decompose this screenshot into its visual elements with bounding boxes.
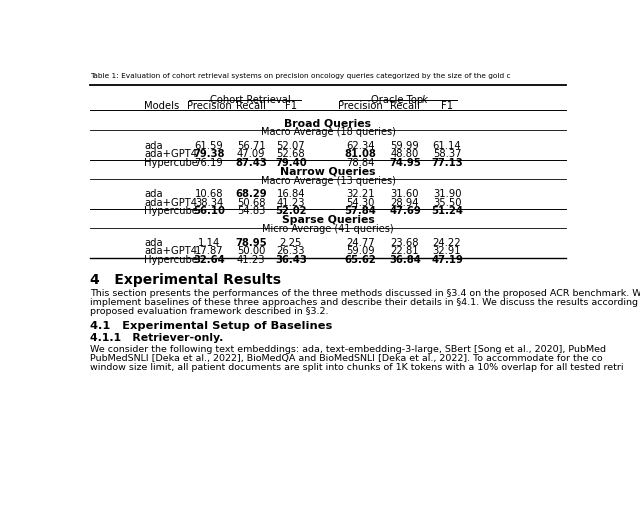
Text: Hypercube: Hypercube xyxy=(145,158,198,168)
Text: k: k xyxy=(422,95,428,105)
Text: ada: ada xyxy=(145,238,163,248)
Text: 24.22: 24.22 xyxy=(433,238,461,248)
Text: This section presents the performances of the three methods discussed in §3.4 on: This section presents the performances o… xyxy=(90,289,640,297)
Text: ada: ada xyxy=(145,189,163,199)
Text: 23.68: 23.68 xyxy=(390,238,419,248)
Text: 56.71: 56.71 xyxy=(237,141,266,151)
Text: 26.33: 26.33 xyxy=(276,246,305,256)
Text: ada: ada xyxy=(145,141,163,151)
Text: 48.80: 48.80 xyxy=(391,149,419,159)
Text: 2.25: 2.25 xyxy=(280,238,302,248)
Text: 59.99: 59.99 xyxy=(390,141,419,151)
Text: 41.23: 41.23 xyxy=(237,255,266,265)
Text: Models: Models xyxy=(145,101,180,112)
Text: 52.02: 52.02 xyxy=(275,207,307,217)
Text: Table 1: Evaluation of cohort retrieval systems on precision oncology queries ca: Table 1: Evaluation of cohort retrieval … xyxy=(90,73,511,79)
Text: Macro Average (13 queries): Macro Average (13 queries) xyxy=(260,176,396,186)
Text: 56.10: 56.10 xyxy=(193,207,225,217)
Text: Hypercube: Hypercube xyxy=(145,207,198,217)
Text: 54.30: 54.30 xyxy=(346,198,374,208)
Text: Oracle Top-: Oracle Top- xyxy=(371,95,426,105)
Text: 52.68: 52.68 xyxy=(276,149,305,159)
Text: ada+GPT4: ada+GPT4 xyxy=(145,198,198,208)
Text: 32.91: 32.91 xyxy=(433,246,461,256)
Text: 59.09: 59.09 xyxy=(346,246,374,256)
Text: 32.64: 32.64 xyxy=(193,255,225,265)
Text: 77.13: 77.13 xyxy=(431,158,463,168)
Text: 17.87: 17.87 xyxy=(195,246,223,256)
Text: 47.09: 47.09 xyxy=(237,149,266,159)
Text: 4.1.1   Retriever-only.: 4.1.1 Retriever-only. xyxy=(90,333,223,343)
Text: proposed evaluation framework described in §3.2.: proposed evaluation framework described … xyxy=(90,307,328,316)
Text: Hypercube: Hypercube xyxy=(145,255,198,265)
Text: 38.34: 38.34 xyxy=(195,198,223,208)
Text: 81.08: 81.08 xyxy=(344,149,376,159)
Text: 47.69: 47.69 xyxy=(389,207,420,217)
Text: 87.43: 87.43 xyxy=(236,158,267,168)
Text: 41.23: 41.23 xyxy=(276,198,305,208)
Text: 4   Experimental Results: 4 Experimental Results xyxy=(90,273,281,287)
Text: 78.84: 78.84 xyxy=(346,158,374,168)
Text: 78.95: 78.95 xyxy=(236,238,267,248)
Text: 74.95: 74.95 xyxy=(389,158,420,168)
Text: 50.68: 50.68 xyxy=(237,198,266,208)
Text: 50.00: 50.00 xyxy=(237,246,266,256)
Text: 35.50: 35.50 xyxy=(433,198,461,208)
Text: implement baselines of these three approaches and describe their details in §4.1: implement baselines of these three appro… xyxy=(90,298,640,307)
Text: 79.40: 79.40 xyxy=(275,158,307,168)
Text: 10.68: 10.68 xyxy=(195,189,223,199)
Text: 62.34: 62.34 xyxy=(346,141,374,151)
Text: 54.83: 54.83 xyxy=(237,207,266,217)
Text: 24.77: 24.77 xyxy=(346,238,374,248)
Text: 36.43: 36.43 xyxy=(275,255,307,265)
Text: 61.14: 61.14 xyxy=(433,141,461,151)
Text: 28.94: 28.94 xyxy=(390,198,419,208)
Text: Precision: Precision xyxy=(187,101,231,112)
Text: 31.60: 31.60 xyxy=(390,189,419,199)
Text: Cohort Retrieval: Cohort Retrieval xyxy=(209,95,291,105)
Text: PubMedSNLI [Deka et al., 2022], BioMedQA and BioMedSNLI [Deka et al., 2022]. To : PubMedSNLI [Deka et al., 2022], BioMedQA… xyxy=(90,354,602,363)
Text: ada+GPT4: ada+GPT4 xyxy=(145,149,198,159)
Text: 58.37: 58.37 xyxy=(433,149,461,159)
Text: 36.84: 36.84 xyxy=(389,255,421,265)
Text: 65.62: 65.62 xyxy=(344,255,376,265)
Text: 57.84: 57.84 xyxy=(344,207,376,217)
Text: 47.19: 47.19 xyxy=(431,255,463,265)
Text: 68.29: 68.29 xyxy=(236,189,267,199)
Text: We consider the following text embeddings: ada, text-embedding-3-large, SBert [S: We consider the following text embedding… xyxy=(90,345,606,354)
Text: 52.07: 52.07 xyxy=(276,141,305,151)
Text: 51.24: 51.24 xyxy=(431,207,463,217)
Text: F1: F1 xyxy=(285,101,297,112)
Text: Broad Queries: Broad Queries xyxy=(285,118,371,128)
Text: Micro Average (41 queries): Micro Average (41 queries) xyxy=(262,225,394,234)
Text: 22.81: 22.81 xyxy=(390,246,419,256)
Text: 32.21: 32.21 xyxy=(346,189,374,199)
Text: 16.84: 16.84 xyxy=(276,189,305,199)
Text: 31.90: 31.90 xyxy=(433,189,461,199)
Text: Precision: Precision xyxy=(338,101,383,112)
Text: Recall: Recall xyxy=(390,101,420,112)
Text: 4.1   Experimental Setup of Baselines: 4.1 Experimental Setup of Baselines xyxy=(90,321,332,331)
Text: Sparse Queries: Sparse Queries xyxy=(282,216,374,226)
Text: 76.19: 76.19 xyxy=(195,158,223,168)
Text: 61.59: 61.59 xyxy=(195,141,223,151)
Text: Recall: Recall xyxy=(236,101,266,112)
Text: 79.38: 79.38 xyxy=(193,149,225,159)
Text: Macro Average (18 queries): Macro Average (18 queries) xyxy=(260,127,396,137)
Text: 1.14: 1.14 xyxy=(198,238,220,248)
Text: Narrow Queries: Narrow Queries xyxy=(280,167,376,177)
Text: F1: F1 xyxy=(441,101,453,112)
Text: window size limit, all patient documents are split into chunks of 1K tokens with: window size limit, all patient documents… xyxy=(90,363,623,372)
Text: ada+GPT4: ada+GPT4 xyxy=(145,246,198,256)
